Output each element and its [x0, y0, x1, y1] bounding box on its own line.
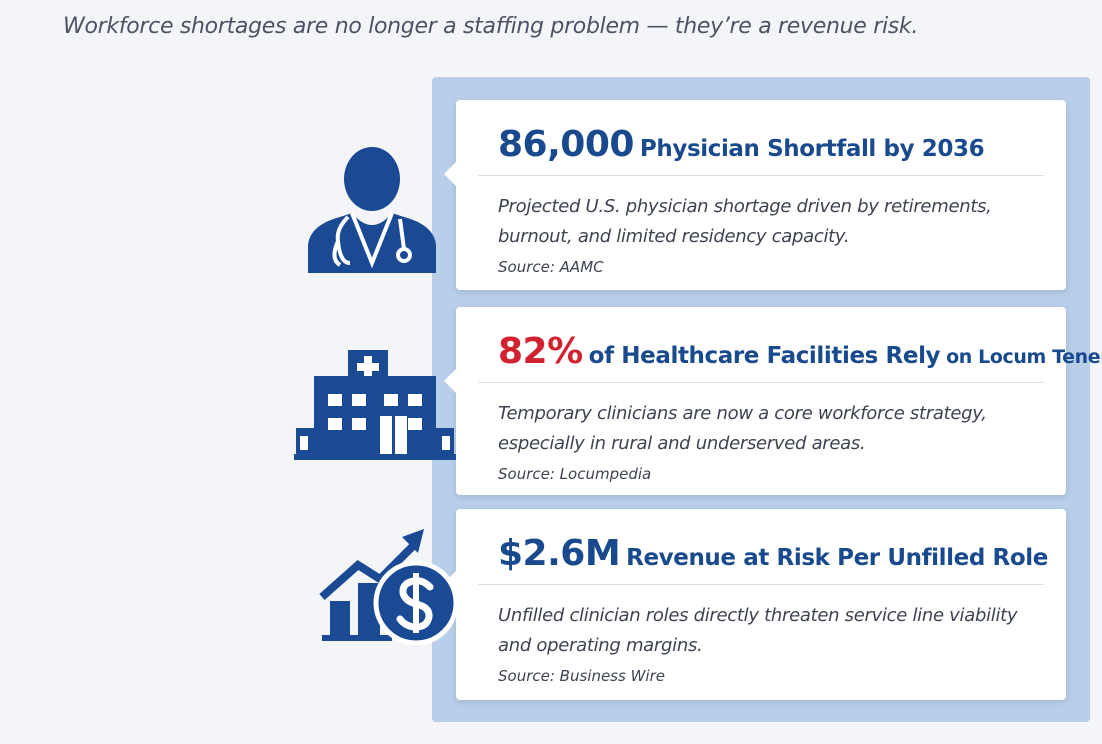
heading: Revenue at Risk Per Unfilled Role [626, 545, 1048, 571]
body: Projected U.S. physician shortage driven… [498, 192, 992, 252]
divider [478, 175, 1044, 176]
headline: 86,000 Physician Shortfall by 2036 [498, 124, 985, 165]
stat: $2.6M [498, 533, 621, 574]
body-line: Unfilled clinician roles directly threat… [498, 605, 1018, 626]
body-line: Temporary clinicians are now a core work… [498, 403, 987, 424]
stat-card: 82% of Healthcare Facilities Rely on Locum… [444, 307, 1102, 495]
source: Source: AAMC [498, 258, 604, 276]
page-title: Workforce shortages are no longer a staf… [63, 14, 919, 39]
divider [478, 584, 1044, 585]
stat: 86,000 [498, 124, 634, 165]
pointer [444, 162, 456, 186]
heading: of Healthcare Facilities Rely [588, 343, 941, 369]
source: Source: Business Wire [498, 667, 665, 685]
heading: on Locum Tenens [946, 346, 1102, 368]
pointer [444, 369, 456, 393]
source: Source: Locumpedia [498, 465, 652, 483]
body: Temporary clinicians are now a core work… [498, 399, 987, 459]
body: Unfilled clinician roles directly threat… [498, 601, 1018, 661]
hospital-icon [294, 350, 456, 460]
divider [478, 382, 1044, 383]
stat-card: 86,000 Physician Shortfall by 2036 Projec… [444, 100, 1066, 290]
body-line: especially in rural and underserved area… [498, 433, 866, 454]
heading: Physician Shortfall by 2036 [639, 136, 985, 162]
stat-card: $2.6M Revenue at Risk Per Unfilled Role U… [444, 509, 1066, 700]
body-line: burnout, and limited residency capacity. [498, 226, 850, 247]
revenue-icon [319, 529, 459, 645]
doctor-icon [308, 147, 436, 273]
stat: 82% [498, 331, 583, 372]
headline: $2.6M Revenue at Risk Per Unfilled Role [498, 533, 1048, 574]
body-line: Projected U.S. physician shortage driven… [498, 196, 992, 217]
body-line: and operating margins. [498, 635, 703, 656]
headline: 82% of Healthcare Facilities Rely on Locum… [498, 331, 1102, 372]
